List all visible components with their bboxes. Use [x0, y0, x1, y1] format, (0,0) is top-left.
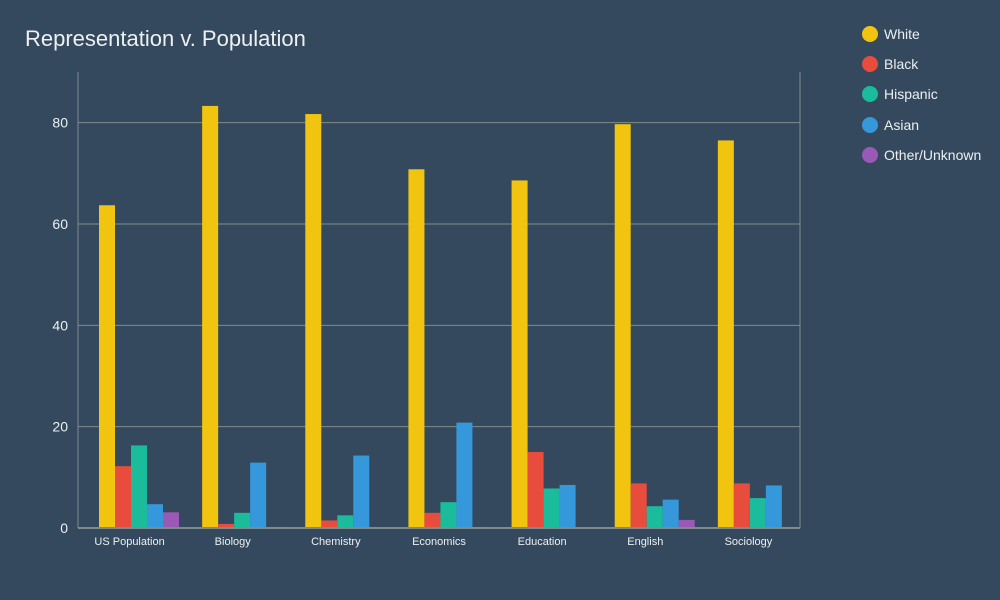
legend-item[interactable]: Other/Unknown [862, 145, 981, 175]
bar [717, 140, 734, 528]
y-tick-label: 20 [52, 419, 68, 435]
x-tick-label: Chemistry [311, 536, 361, 548]
bar [662, 499, 679, 528]
legend-item[interactable]: Black [862, 54, 981, 84]
x-tick-label: Biology [215, 536, 252, 548]
bar [115, 466, 131, 528]
legend-item[interactable]: White [862, 24, 981, 54]
legend-label: Other/Unknown [884, 146, 982, 163]
legend-swatch-icon [862, 86, 878, 103]
bar [456, 422, 473, 528]
bar [147, 504, 163, 528]
x-tick-label: English [627, 536, 663, 548]
legend-swatch-icon [862, 146, 878, 163]
bar [440, 502, 457, 528]
legend-label: White [884, 26, 920, 42]
bar [749, 498, 766, 528]
legend-label: Asian [884, 116, 920, 133]
y-tick-label: 80 [52, 115, 68, 131]
bar [321, 520, 338, 528]
bar [646, 506, 663, 528]
legend-label: Black [884, 56, 919, 73]
bar [614, 124, 631, 528]
legend-item[interactable]: Asian [862, 115, 981, 145]
bar [511, 180, 528, 528]
legend-swatch-icon [862, 56, 878, 73]
bar [527, 452, 544, 528]
bar [218, 523, 235, 528]
chart-title: Representation v. Population [25, 26, 306, 51]
bar [163, 512, 179, 528]
bar [559, 484, 576, 528]
legend: White Black Hispanic Asian Other/Unknown [862, 24, 981, 175]
legend-label: Hispanic [884, 86, 938, 103]
bar [408, 169, 425, 528]
bar [733, 483, 750, 528]
bar [353, 455, 370, 528]
bar [99, 205, 115, 528]
legend-swatch-icon [862, 26, 878, 42]
bar [234, 512, 251, 528]
legend-item[interactable]: Hispanic [862, 84, 981, 114]
bar [337, 515, 354, 528]
x-tick-label: US Population [94, 536, 164, 548]
legend-swatch-icon [862, 116, 878, 133]
bar [305, 114, 322, 528]
x-tick-label: Sociology [725, 536, 773, 548]
bar [630, 483, 647, 528]
bar [543, 488, 560, 528]
bar [765, 485, 782, 528]
bar [250, 462, 267, 528]
bar [202, 105, 219, 529]
bar [678, 519, 695, 528]
bar [424, 512, 441, 528]
y-tick-label: 60 [52, 216, 68, 232]
x-tick-label: Economics [412, 536, 466, 548]
bar [131, 445, 147, 528]
x-tick-label: Education [518, 536, 567, 548]
y-tick-label: 0 [60, 520, 68, 536]
y-tick-label: 40 [52, 317, 68, 333]
